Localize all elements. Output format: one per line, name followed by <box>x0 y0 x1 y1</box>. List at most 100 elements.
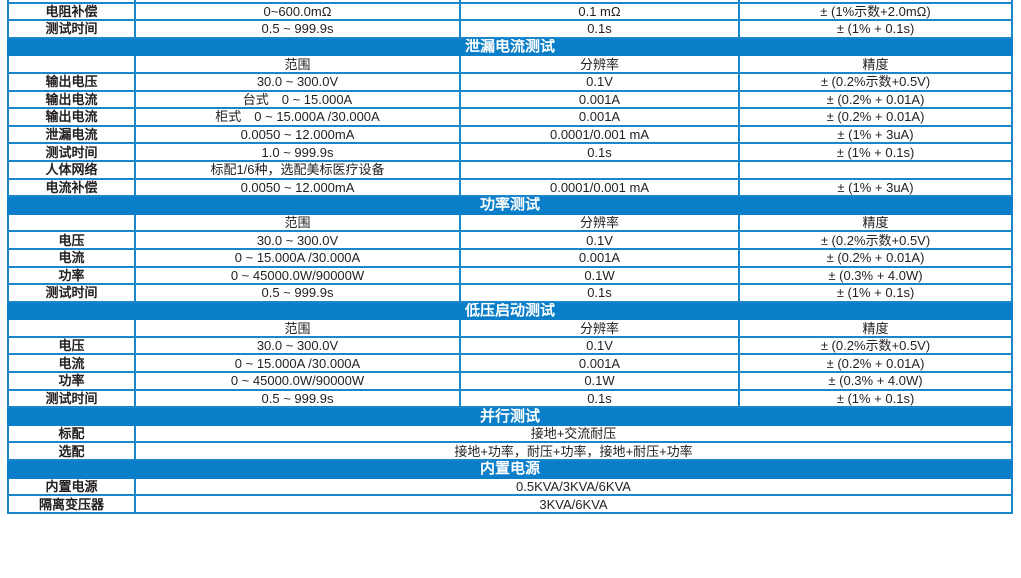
table-row: 测试时间 0.5 ~ 999.9s 0.1s ± (1% + 0.1s) <box>7 19 1013 39</box>
param-name: 输出电流 <box>7 107 136 127</box>
param-name: 功率 <box>7 265 136 286</box>
range-cell: 1.0 ~ 999.9s <box>134 142 461 162</box>
range-cell: 柜式 0 ~ 15.000A /30.000A <box>134 107 461 127</box>
value-cell: 接地+交流耐压 <box>134 423 1013 444</box>
column-header-row: 范围 分辨率 精度 <box>7 318 1013 338</box>
empty-cell <box>7 54 136 74</box>
accuracy-cell: ± (0.2% + 0.01A) <box>738 353 1013 374</box>
empty-cell <box>7 212 136 233</box>
accuracy-cell <box>738 159 1013 180</box>
range-cell: 0 ~ 15.000A /30.000A <box>134 247 461 268</box>
param-name: 标配 <box>7 423 136 444</box>
section-header: 内置电源 <box>7 459 1013 479</box>
table-row: 电压 30.0 ~ 300.0V 0.1V ± (0.2%示数+0.5V) <box>7 335 1013 356</box>
table-row: 泄漏电流 0.0050 ~ 12.000mA 0.0001/0.001 mA ± (1… <box>7 124 1013 145</box>
resolution-cell: 0.1s <box>459 142 740 162</box>
table-row: 电阻补偿 0~600.0mΩ 0.1 mΩ ± (1%示数+2.0mΩ) <box>7 1 1013 22</box>
range-cell: 0 ~ 45000.0W/90000W <box>134 265 461 286</box>
accuracy-cell: ± (0.3% + 4.0W) <box>738 371 1013 391</box>
param-name: 隔离变压器 <box>7 494 136 514</box>
table-row: 隔离变压器 3KVA/6KVA <box>7 494 1013 514</box>
table-row: 测试时间 0.5 ~ 999.9s 0.1s ± (1% + 0.1s) <box>7 388 1013 409</box>
accuracy-cell: ± (1% + 0.1s) <box>738 19 1013 39</box>
resolution-cell: 0.1s <box>459 388 740 409</box>
range-cell: 0.5 ~ 999.9s <box>134 388 461 409</box>
section-title: 功率测试 <box>7 195 1013 215</box>
column-header-row: 范围 分辨率 精度 <box>7 54 1013 74</box>
resolution-cell: 0.1s <box>459 283 740 303</box>
param-name: 电流 <box>7 247 136 268</box>
header-resolution: 分辨率 <box>459 54 740 74</box>
value-cell: 接地+功率，耐压+功率，接地+耐压+功率 <box>134 441 1013 462</box>
resolution-cell: 0.1V <box>459 71 740 92</box>
resolution-cell: 0.001A <box>459 353 740 374</box>
accuracy-cell: ± (1%示数+2.0mΩ) <box>738 1 1013 22</box>
accuracy-cell: ± (1% + 0.1s) <box>738 142 1013 162</box>
range-cell: 30.0 ~ 300.0V <box>134 71 461 92</box>
section-header: 低压启动测试 <box>7 300 1013 321</box>
param-name: 测试时间 <box>7 19 136 39</box>
param-name: 输出电压 <box>7 71 136 92</box>
table-row: 标配 接地+交流耐压 <box>7 423 1013 444</box>
param-name: 测试时间 <box>7 388 136 409</box>
header-accuracy: 精度 <box>738 318 1013 338</box>
table-row: 电流 0 ~ 15.000A /30.000A 0.001A ± (0.2% + 0.… <box>7 247 1013 268</box>
header-range: 范围 <box>134 212 461 233</box>
range-cell: 0~600.0mΩ <box>134 1 461 22</box>
range-cell: 0 ~ 15.000A /30.000A <box>134 353 461 374</box>
accuracy-cell: ± (0.2%示数+0.5V) <box>738 230 1013 250</box>
table-row: 电流补偿 0.0050 ~ 12.000mA 0.0001/0.001 mA ± (1… <box>7 177 1013 198</box>
param-name: 电流 <box>7 353 136 374</box>
range-cell: 台式 0 ~ 15.000A <box>134 89 461 110</box>
resolution-cell: 0.1W <box>459 265 740 286</box>
table-row: 内置电源 0.5KVA/3KVA/6KVA <box>7 476 1013 497</box>
spec-table: 电阻补偿 0~600.0mΩ 0.1 mΩ ± (1%示数+2.0mΩ) 测试时间 0.5… <box>7 0 1013 514</box>
param-name: 测试时间 <box>7 142 136 162</box>
header-resolution: 分辨率 <box>459 318 740 338</box>
accuracy-cell: ± (1% + 0.1s) <box>738 283 1013 303</box>
header-accuracy: 精度 <box>738 54 1013 74</box>
resolution-cell: 0.001A <box>459 89 740 110</box>
param-name: 人体网络 <box>7 159 136 180</box>
param-name: 电压 <box>7 230 136 250</box>
accuracy-cell: ± (1% + 3uA) <box>738 177 1013 198</box>
resolution-cell: 0.1 mΩ <box>459 1 740 22</box>
table-row: 选配 接地+功率，耐压+功率，接地+耐压+功率 <box>7 441 1013 462</box>
range-cell: 0.5 ~ 999.9s <box>134 283 461 303</box>
table-row: 电流 0 ~ 15.000A /30.000A 0.001A ± (0.2% + 0.… <box>7 353 1013 374</box>
param-name: 电流补偿 <box>7 177 136 198</box>
header-range: 范围 <box>134 54 461 74</box>
accuracy-cell: ± (0.3% + 4.0W) <box>738 265 1013 286</box>
range-cell: 30.0 ~ 300.0V <box>134 335 461 356</box>
resolution-cell: 0.0001/0.001 mA <box>459 177 740 198</box>
section-title: 并行测试 <box>7 406 1013 426</box>
empty-cell <box>7 318 136 338</box>
table-row: 电压 30.0 ~ 300.0V 0.1V ± (0.2%示数+0.5V) <box>7 230 1013 250</box>
param-name: 测试时间 <box>7 283 136 303</box>
table-row: 输出电压 30.0 ~ 300.0V 0.1V ± (0.2%示数+0.5V) <box>7 71 1013 92</box>
section-header: 泄漏电流测试 <box>7 36 1013 57</box>
param-name: 电阻补偿 <box>7 1 136 22</box>
accuracy-cell: ± (0.2% + 0.01A) <box>738 107 1013 127</box>
resolution-cell: 0.001A <box>459 107 740 127</box>
resolution-cell: 0.1V <box>459 335 740 356</box>
range-cell: 0.0050 ~ 12.000mA <box>134 124 461 145</box>
resolution-cell: 0.1W <box>459 371 740 391</box>
value-cell: 0.5KVA/3KVA/6KVA <box>134 476 1013 497</box>
section-header: 并行测试 <box>7 406 1013 426</box>
accuracy-cell: ± (0.2% + 0.01A) <box>738 89 1013 110</box>
resolution-cell <box>459 159 740 180</box>
header-accuracy: 精度 <box>738 212 1013 233</box>
accuracy-cell: ± (0.2%示数+0.5V) <box>738 71 1013 92</box>
range-cell: 0 ~ 45000.0W/90000W <box>134 371 461 391</box>
section-title: 低压启动测试 <box>7 300 1013 321</box>
section-title: 泄漏电流测试 <box>7 36 1013 57</box>
param-name: 选配 <box>7 441 136 462</box>
accuracy-cell: ± (1% + 3uA) <box>738 124 1013 145</box>
column-header-row: 范围 分辨率 精度 <box>7 212 1013 233</box>
param-name: 电压 <box>7 335 136 356</box>
section-title: 内置电源 <box>7 459 1013 479</box>
range-cell: 30.0 ~ 300.0V <box>134 230 461 250</box>
range-cell: 0.0050 ~ 12.000mA <box>134 177 461 198</box>
table-row: 输出电流 台式 0 ~ 15.000A 0.001A ± (0.2% + 0.01A) <box>7 89 1013 110</box>
